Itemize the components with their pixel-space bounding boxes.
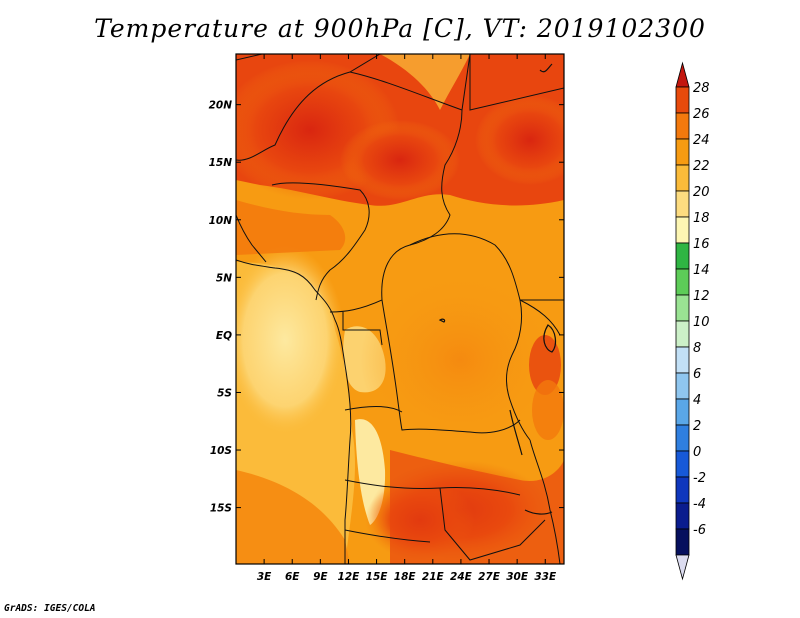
lat-tick-label: 15N bbox=[209, 157, 233, 169]
colorbar-swatch bbox=[675, 268, 690, 296]
lon-tick-label: 33E bbox=[534, 571, 557, 583]
colorbar-label: 18 bbox=[693, 211, 710, 226]
colorbar-label: 10 bbox=[693, 315, 710, 330]
lon-tick-label: 27E bbox=[478, 571, 501, 583]
lat-tick-label: 10N bbox=[209, 215, 233, 227]
colorbar-swatch bbox=[675, 138, 690, 166]
colorbar-label: -6 bbox=[693, 523, 706, 538]
colorbar-label: 26 bbox=[693, 107, 710, 122]
latitude-axis: 20N 15N 10N 5N EQ 5S 10S 15S bbox=[209, 100, 564, 515]
lon-tick-label: 6E bbox=[285, 571, 300, 583]
lon-tick-label: 12E bbox=[338, 571, 361, 583]
colorbar-swatch bbox=[675, 164, 690, 192]
longitude-axis: 3E 6E 9E 12E 15E 18E 21E 24E 27E 30E 33E bbox=[257, 54, 557, 583]
colorbar-swatch bbox=[675, 424, 690, 452]
country-borders bbox=[236, 54, 564, 564]
lat-tick-label: 5S bbox=[217, 387, 232, 399]
lon-tick-label: 3E bbox=[257, 571, 272, 583]
map-frame bbox=[235, 53, 565, 565]
colorbar-swatch bbox=[675, 86, 690, 114]
colorbar-label: 2 bbox=[693, 419, 701, 434]
colorbar-swatch bbox=[675, 112, 690, 140]
colorbar-label: 14 bbox=[693, 263, 710, 278]
colorbar-label: -2 bbox=[693, 471, 706, 486]
colorbar-label: -4 bbox=[693, 497, 706, 512]
lon-tick-label: 21E bbox=[422, 571, 445, 583]
colorbar-label: 16 bbox=[693, 237, 710, 252]
colorbar-label: 4 bbox=[693, 393, 701, 408]
colorbar-swatch bbox=[675, 450, 690, 478]
colorbar-swatch bbox=[675, 320, 690, 348]
colorbar-label: 24 bbox=[693, 133, 710, 148]
lon-tick-label: 18E bbox=[394, 571, 417, 583]
colorbar-label: 0 bbox=[693, 445, 701, 460]
colorbar-swatch bbox=[675, 242, 690, 270]
lon-tick-label: 9E bbox=[313, 571, 328, 583]
lon-tick-label: 30E bbox=[506, 571, 529, 583]
lat-tick-label: 5N bbox=[216, 272, 232, 284]
map-title: Temperature at 900hPa [C], VT: 201910230… bbox=[94, 14, 706, 43]
colorbar-swatch bbox=[675, 294, 690, 322]
colorbar-swatch bbox=[675, 190, 690, 218]
lakes bbox=[438, 63, 557, 515]
colorbar-swatch bbox=[675, 528, 690, 556]
colorbar-swatch bbox=[675, 216, 690, 244]
colorbar-label: 20 bbox=[693, 185, 710, 200]
colorbar-top-arrow bbox=[675, 61, 690, 88]
temperature-field bbox=[236, 54, 564, 564]
colorbar-swatch bbox=[675, 502, 690, 530]
colorbar-swatch bbox=[675, 476, 690, 504]
colorbar-swatch bbox=[675, 398, 690, 426]
lat-tick-label: 10S bbox=[210, 445, 232, 457]
lat-tick-label: 20N bbox=[209, 100, 233, 112]
colorbar-bottom-arrow bbox=[675, 554, 690, 581]
lon-tick-label: 24E bbox=[450, 571, 473, 583]
colorbar-label: 8 bbox=[693, 341, 701, 356]
colorbar-label: 28 bbox=[693, 81, 710, 96]
colorbar-label: 6 bbox=[693, 367, 701, 382]
lat-tick-label: EQ bbox=[216, 330, 232, 342]
colorbar-label: 22 bbox=[693, 159, 710, 174]
colorbar-swatch bbox=[675, 372, 690, 400]
colorbar-swatch bbox=[675, 346, 690, 374]
grads-credit: GrADS: IGES/COLA bbox=[4, 603, 96, 614]
lat-tick-label: 15S bbox=[210, 503, 232, 515]
colorbar-label: 12 bbox=[693, 289, 710, 304]
lon-tick-label: 15E bbox=[366, 571, 389, 583]
